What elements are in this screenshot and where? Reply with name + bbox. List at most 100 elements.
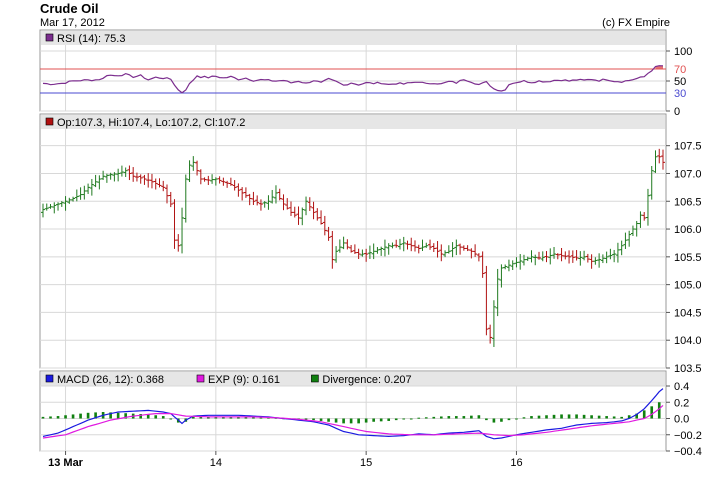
- legend-swatch: [45, 374, 54, 383]
- divergence-bar: [349, 418, 353, 424]
- price-panel-header: [41, 115, 665, 129]
- y-tick-label: 104.0: [674, 335, 702, 347]
- divergence-bar: [342, 418, 345, 424]
- rsi-panel: 70 30 0 50 100 RSI (14): 75.3: [39, 29, 692, 118]
- divergence-bar: [94, 412, 97, 419]
- divergence-bar: [470, 415, 473, 419]
- divergence-bar: [237, 416, 240, 419]
- divergence-bar: [259, 417, 263, 419]
- chart-credit: (c) FX Empire: [602, 17, 670, 29]
- divergence-bar: [462, 416, 466, 419]
- divergence-bar: [612, 416, 616, 419]
- legend-label: MACD (26, 12): 0.368: [57, 374, 164, 386]
- price-ohlc-bars: [41, 148, 665, 347]
- y-tick-label: 107.0: [674, 168, 702, 180]
- rsi-series-line: [42, 65, 664, 94]
- divergence-bar: [364, 418, 368, 423]
- x-tick-label: 14: [210, 457, 222, 469]
- divergence-bar: [124, 413, 127, 419]
- legend-label: RSI (14): 75.3: [57, 33, 125, 45]
- divergence-bar: [79, 413, 82, 419]
- y-tick-label: 0: [674, 106, 680, 118]
- divergence-bar: [567, 414, 571, 419]
- divergence-bar: [169, 418, 173, 420]
- price-y-axis: 103.5 104.0 104.5 105.0 105.5 106.0 106.5 107.0…: [666, 141, 702, 375]
- y-tick-label: 105.5: [674, 252, 702, 264]
- divergence-bar: [56, 416, 60, 419]
- divergence-bar: [71, 414, 75, 419]
- macd-series-line: [42, 404, 664, 439]
- divergence-bar: [409, 418, 413, 420]
- y-tick-label: 103.5: [674, 363, 702, 375]
- divergence-bar: [537, 415, 541, 419]
- divergence-bar: [154, 415, 158, 419]
- y-tick-label: 0.4: [674, 381, 689, 393]
- divergence-bar: [477, 415, 481, 419]
- divergence-bar: [492, 418, 496, 423]
- legend-label: Divergence: 0.207: [322, 374, 411, 386]
- y-tick-label: −00.2: [674, 430, 702, 442]
- divergence-bar: [657, 402, 661, 419]
- divergence-bar: [319, 418, 323, 421]
- divergence-bar: [394, 418, 398, 421]
- rsi-level-label: 30: [674, 88, 686, 100]
- divergence-bar: [560, 414, 563, 419]
- macd-lines: [42, 388, 664, 440]
- divergence-bar: [545, 415, 548, 419]
- rsi-panel-header: [41, 31, 665, 45]
- divergence-bar: [515, 418, 518, 420]
- divergence-bar: [439, 416, 443, 419]
- divergence-bar: [627, 415, 631, 419]
- divergence-bar: [605, 416, 608, 419]
- x-tick-label: 15: [360, 457, 372, 469]
- divergence-bar: [304, 418, 308, 420]
- price-panel-frame: [39, 113, 667, 369]
- y-tick-label: 0.0: [674, 414, 689, 426]
- divergence-bar: [146, 414, 150, 419]
- divergence-bar: [214, 416, 218, 419]
- divergence-bar: [582, 414, 586, 419]
- divergence-bar: [207, 416, 210, 419]
- divergence-bar: [522, 417, 526, 419]
- divergence-bar: [552, 414, 556, 419]
- divergence-bar: [86, 412, 90, 419]
- divergence-bar: [424, 417, 428, 419]
- price-gridlines: [40, 129, 666, 369]
- y-tick-label: 50: [674, 76, 686, 88]
- y-tick-label: 106.5: [674, 196, 702, 208]
- legend-label: Op:107.3, Hi:107.4, Lo:107.2, Cl:107.2: [57, 117, 245, 129]
- divergence-bar: [222, 416, 225, 419]
- legend-swatch: [45, 117, 54, 126]
- y-tick-label: 100: [674, 46, 692, 58]
- y-tick-label: −00.4: [674, 446, 702, 458]
- divergence-bar: [642, 410, 646, 419]
- y-tick-label: 106.0: [674, 224, 702, 236]
- price-legend: Op:107.3, Hi:107.4, Lo:107.2, Cl:107.2: [45, 117, 245, 129]
- divergence-bar: [244, 416, 248, 419]
- divergence-bar: [161, 416, 165, 419]
- macd-legend: MACD (26, 12): 0.368 EXP (9): 0.161 Diverg…: [45, 374, 412, 386]
- divergence-bar: [417, 417, 421, 419]
- divergence-bar: [485, 418, 488, 421]
- rsi-y-axis: 0 50 100: [666, 46, 692, 118]
- macd-panel: −00.4 −00.2 0.0 0.2 0.4 MACD (26, 12): 0.368…: [39, 370, 702, 458]
- divergence-bar: [312, 418, 315, 421]
- chart-title: Crude Oil: [40, 1, 99, 16]
- divergence-bar: [387, 418, 391, 421]
- divergence-bar: [372, 418, 375, 422]
- divergence-bar: [650, 406, 654, 419]
- divergence-bar: [620, 416, 623, 419]
- divergence-bar: [379, 418, 383, 422]
- rsi-legend: RSI (14): 75.3: [45, 33, 125, 45]
- y-tick-label: 105.0: [674, 280, 702, 292]
- y-tick-label: 0.2: [674, 397, 689, 409]
- divergence-bar: [455, 416, 458, 419]
- divergence-bar: [252, 416, 255, 419]
- x-tick-label: 13 Mar: [48, 457, 84, 469]
- legend-label: EXP (9): 0.161: [208, 374, 280, 386]
- rsi-level-label: 70: [674, 64, 686, 76]
- y-tick-label: 104.5: [674, 307, 702, 319]
- divergence-bar: [575, 414, 578, 419]
- divergence-bar: [530, 416, 533, 419]
- x-tick-label: 16: [510, 457, 522, 469]
